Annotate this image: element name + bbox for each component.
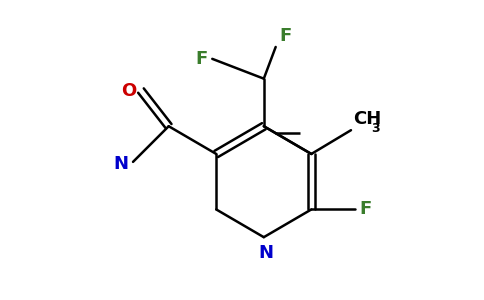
Text: O: O (121, 82, 136, 100)
Text: F: F (195, 50, 208, 68)
Text: 3: 3 (371, 122, 379, 135)
Text: N: N (113, 155, 128, 173)
Text: F: F (359, 200, 371, 218)
Text: F: F (280, 27, 292, 45)
Text: N: N (258, 244, 273, 262)
Text: CH: CH (353, 110, 381, 128)
